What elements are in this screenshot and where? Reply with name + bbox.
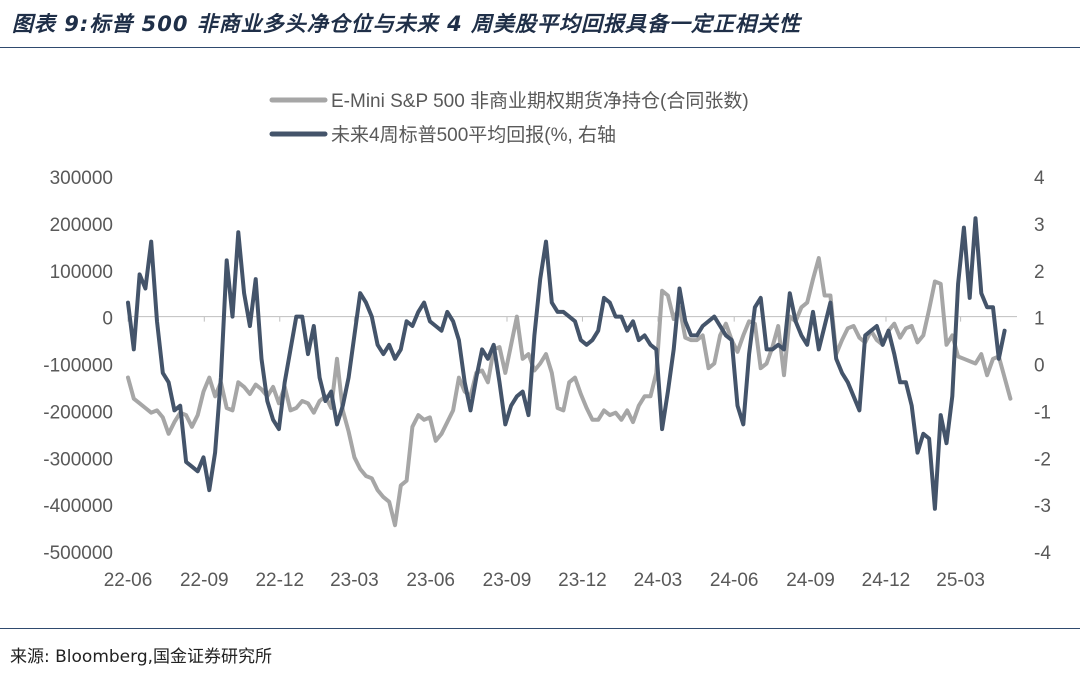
x-tick-label: 24-06 [710, 570, 759, 591]
y-right-tick-label: 4 [1034, 168, 1045, 189]
x-tick-label: 22-09 [180, 570, 229, 591]
y-right-tick-label: 1 [1034, 309, 1045, 330]
y-left-tick-label: -300000 [43, 449, 113, 470]
y-axis-right: 4 3 2 1 0 -1 -2 -3 -4 [1034, 168, 1051, 564]
y-right-tick-label: 3 [1034, 215, 1045, 236]
series-net-position-line [126, 256, 1013, 528]
top-divider [0, 47, 1080, 48]
y-left-tick-label: -500000 [43, 543, 113, 564]
y-left-tick-label: -100000 [43, 356, 113, 377]
legend: E-Mini S&P 500 非商业期权期货净持仓(合同张数) 未来4周标普500… [269, 90, 749, 146]
y-left-tick-label: -200000 [43, 402, 113, 423]
y-right-tick-label: 0 [1034, 356, 1045, 377]
y-left-tick-label: 100000 [50, 262, 113, 283]
x-tick-label: 23-12 [558, 570, 607, 591]
y-right-tick-label: -3 [1034, 496, 1051, 517]
source-note: 来源: Bloomberg,国金证券研究所 [10, 647, 273, 667]
legend-label: E-Mini S&P 500 非商业期权期货净持仓(合同张数) [331, 90, 749, 112]
x-tick-label: 24-12 [862, 570, 911, 591]
x-tick-label: 23-03 [330, 570, 379, 591]
x-axis: 22-06 22-09 22-12 23-03 23-06 23-09 23-12 24-03… [104, 316, 985, 591]
series-forward-return-line [126, 216, 1007, 511]
y-axis-left: 300000 200000 100000 0 -100000 -200000 -300000… [43, 168, 113, 564]
x-tick-label: 24-03 [634, 570, 683, 591]
y-left-tick-label: 0 [102, 309, 113, 330]
legend-label: 未来4周标普500平均回报(%, 右轴 [331, 124, 616, 146]
y-left-tick-label: 200000 [50, 215, 113, 236]
y-left-tick-label: -400000 [43, 496, 113, 517]
y-left-tick-label: 300000 [50, 168, 113, 189]
y-right-tick-label: 2 [1034, 262, 1045, 283]
x-tick-label: 23-09 [483, 570, 532, 591]
series-layer [126, 216, 1013, 528]
chart-title: 图表 9:标普 500 非商业多头净仓位与未来 4 周美股平均回报具备一定正相关… [12, 12, 802, 36]
chart: E-Mini S&P 500 非商业期权期货净持仓(合同张数) 未来4周标普500… [43, 90, 1051, 591]
x-tick-label: 22-06 [104, 570, 153, 591]
x-tick-label: 24-09 [786, 570, 835, 591]
x-tick-label: 22-12 [255, 570, 304, 591]
x-tick-label: 25-03 [936, 570, 985, 591]
bottom-divider [0, 628, 1080, 629]
x-tick-label: 23-06 [406, 570, 455, 591]
y-right-tick-label: -2 [1034, 449, 1051, 470]
y-right-tick-label: -1 [1034, 402, 1051, 423]
y-right-tick-label: -4 [1034, 543, 1051, 564]
